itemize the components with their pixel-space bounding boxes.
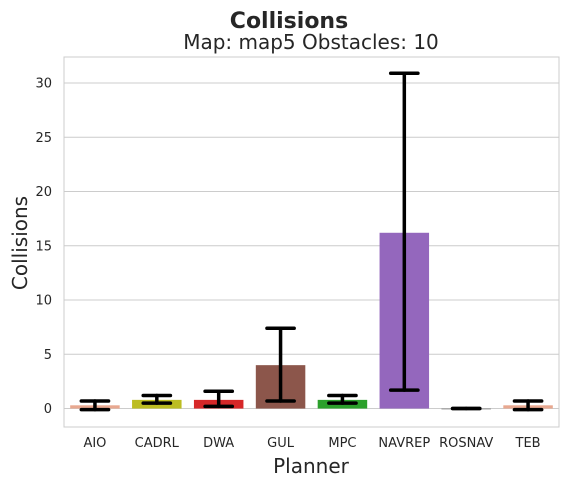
y-tick-label: 15	[35, 239, 52, 254]
chart-subtitle: Map: map5 Obstacles: 10	[183, 30, 439, 54]
error-bar-cadrl	[141, 393, 173, 405]
y-tick-label: 30	[35, 77, 52, 92]
x-tick-label-dwa: DWA	[203, 436, 234, 451]
y-tick-labels: 0 5 10 15 20 25 30	[35, 77, 52, 418]
y-tick-label: 0	[44, 402, 52, 417]
x-tick-label-aio: AIO	[83, 436, 106, 451]
gridlines	[64, 82, 559, 410]
y-tick-label: 20	[35, 185, 52, 200]
chart-title: Collisions	[230, 9, 348, 34]
y-tick-label: 10	[35, 294, 52, 309]
y-tick-label: 25	[35, 131, 52, 146]
x-tick-label-mpc: MPC	[328, 436, 356, 451]
x-axis-label: Planner	[273, 454, 350, 478]
error-bar-dwa	[203, 389, 235, 409]
error-bar-mpc	[327, 393, 358, 405]
error-bar-navrep	[388, 71, 420, 392]
y-tick-label: 5	[44, 348, 52, 363]
bars	[70, 232, 553, 410]
x-tick-label-navrep: NAVREP	[378, 436, 430, 451]
x-tick-label-rosnav: ROSNAV	[439, 436, 493, 451]
error-bar-gul	[265, 326, 296, 403]
x-tick-labels: AIO CADRL DWA GUL MPC NAVREP ROSNAV TEB	[83, 436, 540, 451]
error-bar-teb	[512, 399, 544, 412]
x-tick-label-cadrl: CADRL	[135, 436, 180, 451]
x-tick-label-gul: GUL	[267, 436, 295, 451]
y-axis-label: Collisions	[8, 196, 32, 290]
error-bars	[79, 71, 544, 412]
x-tick-label-teb: TEB	[515, 436, 541, 451]
error-bar-aio	[79, 399, 111, 412]
plot-frame	[63, 56, 560, 428]
